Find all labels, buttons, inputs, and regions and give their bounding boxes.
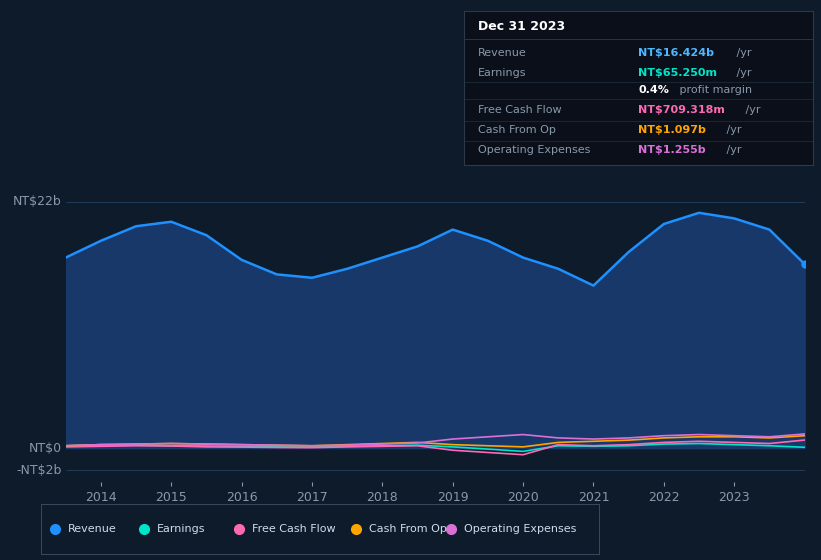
Text: Revenue: Revenue [68, 524, 117, 534]
Text: Free Cash Flow: Free Cash Flow [252, 524, 336, 534]
Text: Earnings: Earnings [478, 68, 526, 78]
Text: NT$0: NT$0 [29, 441, 62, 455]
Text: Cash From Op: Cash From Op [478, 125, 556, 135]
Text: Operating Expenses: Operating Expenses [464, 524, 576, 534]
Text: Cash From Op: Cash From Op [369, 524, 447, 534]
Text: NT$65.250m: NT$65.250m [639, 68, 718, 78]
Text: 0.4%: 0.4% [639, 85, 669, 95]
Text: NT$16.424b: NT$16.424b [639, 48, 714, 58]
Text: /yr: /yr [732, 68, 751, 78]
Text: Operating Expenses: Operating Expenses [478, 145, 590, 155]
Text: /yr: /yr [732, 48, 751, 58]
Text: /yr: /yr [723, 145, 741, 155]
Text: -NT$2b: -NT$2b [16, 464, 62, 477]
Text: profit margin: profit margin [676, 85, 752, 95]
Text: Dec 31 2023: Dec 31 2023 [478, 20, 565, 33]
Text: Earnings: Earnings [157, 524, 206, 534]
Text: Revenue: Revenue [478, 48, 526, 58]
Text: NT$709.318m: NT$709.318m [639, 105, 725, 115]
Text: NT$22b: NT$22b [13, 195, 62, 208]
Text: Free Cash Flow: Free Cash Flow [478, 105, 562, 115]
Text: /yr: /yr [723, 125, 741, 135]
Text: NT$1.255b: NT$1.255b [639, 145, 706, 155]
Text: /yr: /yr [742, 105, 760, 115]
Text: NT$1.097b: NT$1.097b [639, 125, 706, 135]
